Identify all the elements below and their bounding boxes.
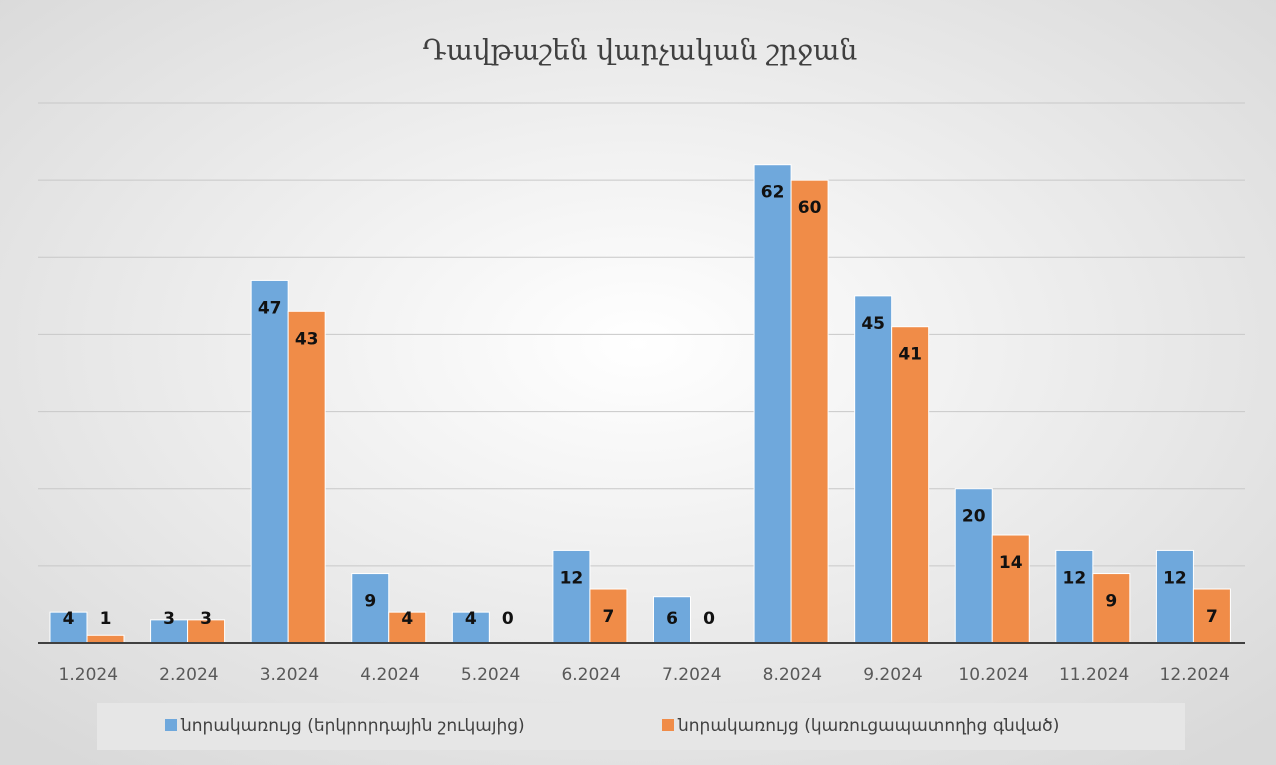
chart-title: Դավթաշեն վարչական շրջան	[423, 34, 858, 67]
bar	[991, 534, 1030, 644]
bar	[1055, 549, 1094, 644]
data-label: 60	[798, 198, 822, 218]
data-label: 9	[1105, 592, 1117, 612]
bar	[589, 588, 628, 644]
bar	[351, 573, 390, 644]
data-label: 62	[761, 183, 785, 203]
data-label: 14	[999, 553, 1023, 573]
data-label: 12	[1163, 568, 1187, 588]
x-tick-label: 7.2024	[662, 665, 721, 685]
bar	[854, 295, 893, 644]
bar	[753, 164, 792, 644]
data-label: 3	[200, 609, 212, 629]
bar	[388, 611, 427, 644]
data-label: 0	[502, 609, 514, 629]
data-label: 43	[295, 329, 319, 349]
data-label: 4	[401, 609, 413, 629]
x-tick-label: 6.2024	[561, 665, 620, 685]
bar	[891, 326, 930, 644]
legend-label: նորակառույց (երկրորդային շուկայից)	[180, 716, 525, 736]
x-tick-label: 11.2024	[1059, 665, 1129, 685]
data-label: 47	[258, 298, 282, 318]
bar	[653, 596, 691, 644]
data-label: 4	[465, 609, 477, 629]
data-label: 20	[962, 507, 986, 527]
bar	[49, 611, 88, 644]
bar	[86, 634, 125, 644]
data-label: 0	[703, 609, 715, 629]
bar	[451, 611, 490, 644]
bar	[1092, 573, 1131, 644]
x-tick-label: 3.2024	[260, 665, 319, 685]
data-label: 7	[602, 607, 614, 627]
x-tick-label: 8.2024	[763, 665, 822, 685]
x-tick-label: 12.2024	[1160, 665, 1230, 685]
bar	[954, 488, 993, 644]
legend-swatch	[165, 719, 177, 731]
data-label: 7	[1206, 607, 1218, 627]
legend-swatch	[662, 719, 674, 731]
data-label: 12	[560, 568, 584, 588]
data-label: 41	[898, 345, 922, 365]
bar	[790, 179, 829, 644]
data-label: 9	[364, 592, 376, 612]
data-label: 4	[63, 609, 75, 629]
legend-box	[97, 703, 1185, 750]
bar	[287, 310, 326, 644]
bar	[1192, 588, 1231, 644]
x-tick-label: 10.2024	[958, 665, 1028, 685]
x-tick-label: 5.2024	[461, 665, 520, 685]
data-label: 12	[1062, 568, 1086, 588]
data-label: 6	[666, 609, 678, 629]
legend-label: նորակառույց (կառուցապատողից գնված)	[677, 716, 1059, 736]
x-tick-label: 1.2024	[59, 665, 118, 685]
data-label: 45	[861, 314, 885, 334]
x-tick-label: 4.2024	[360, 665, 419, 685]
bar	[1155, 549, 1194, 644]
data-label: 1	[100, 609, 112, 629]
x-tick-label: 2.2024	[159, 665, 218, 685]
data-label: 3	[163, 609, 175, 629]
bar	[552, 549, 591, 644]
x-tick-label: 9.2024	[863, 665, 922, 685]
bar	[250, 279, 289, 644]
